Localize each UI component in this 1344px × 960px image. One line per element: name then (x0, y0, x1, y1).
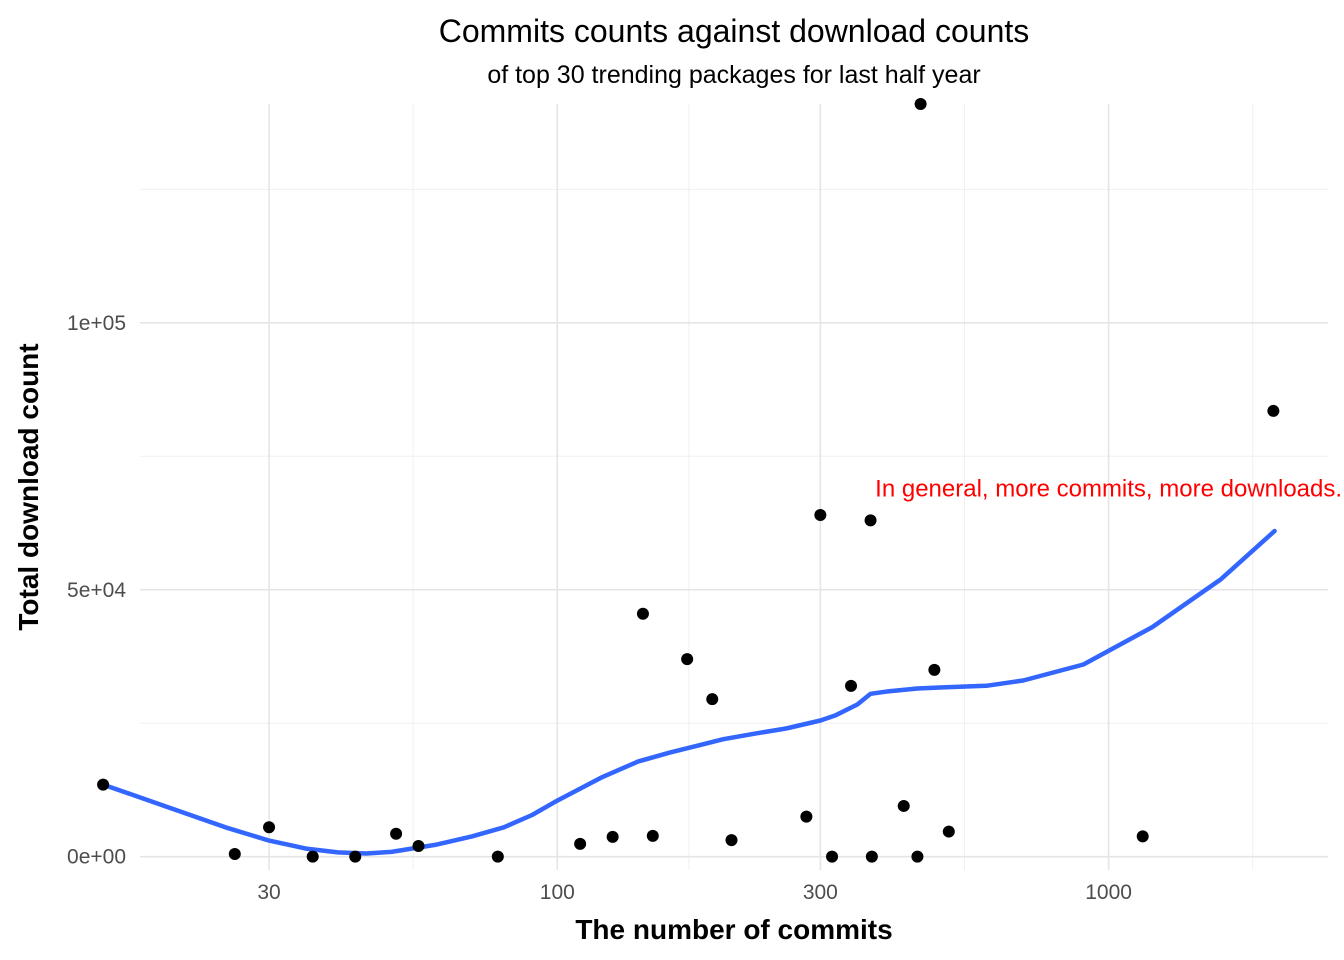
chart-subtitle: of top 30 trending packages for last hal… (487, 61, 980, 89)
annotation-text: In general, more commits, more downloads… (875, 475, 1342, 502)
data-point (800, 810, 813, 823)
data-point (865, 850, 878, 863)
data-point (646, 829, 659, 842)
data-point (706, 693, 719, 706)
x-tick-label: 100 (540, 881, 575, 904)
y-tick-label: 0e+00 (67, 846, 126, 869)
data-point (1136, 830, 1149, 843)
data-point (491, 850, 504, 863)
data-point (349, 850, 362, 863)
data-point (1267, 404, 1280, 417)
data-point (942, 825, 955, 838)
data-point (412, 839, 425, 852)
y-tick-label: 5e+04 (67, 579, 126, 602)
x-tick-label: 300 (803, 881, 838, 904)
data-point (897, 799, 910, 812)
data-point (228, 847, 241, 860)
data-point (606, 830, 619, 843)
data-point (306, 850, 319, 863)
annotations: In general, more commits, more downloads… (875, 475, 1342, 502)
data-point (263, 821, 276, 834)
data-point (826, 850, 839, 863)
x-axis-title: The number of commits (575, 914, 892, 945)
data-point (725, 834, 738, 847)
data-point (97, 778, 110, 791)
data-points (97, 98, 1280, 863)
data-point (911, 850, 924, 863)
y-tick-label: 1e+05 (67, 312, 126, 335)
data-point (574, 837, 587, 850)
x-tick-label: 1000 (1085, 881, 1132, 904)
y-axis-ticks: 0e+00 5e+04 1e+05 (67, 312, 126, 869)
data-point (636, 607, 649, 620)
grid-lines (140, 104, 1328, 870)
x-axis-ticks: 30 100 300 1000 (257, 881, 1132, 904)
data-point (845, 679, 858, 692)
chart-title: Commits counts against download counts (439, 13, 1030, 49)
data-point (864, 514, 877, 527)
data-point (814, 509, 827, 522)
data-point (914, 98, 927, 110)
x-tick-label: 30 (257, 881, 280, 904)
data-point (681, 653, 694, 666)
data-point (928, 663, 941, 676)
smooth-trend-line (100, 528, 1277, 856)
data-point (390, 827, 403, 840)
y-axis-title: Total download count (13, 343, 44, 630)
